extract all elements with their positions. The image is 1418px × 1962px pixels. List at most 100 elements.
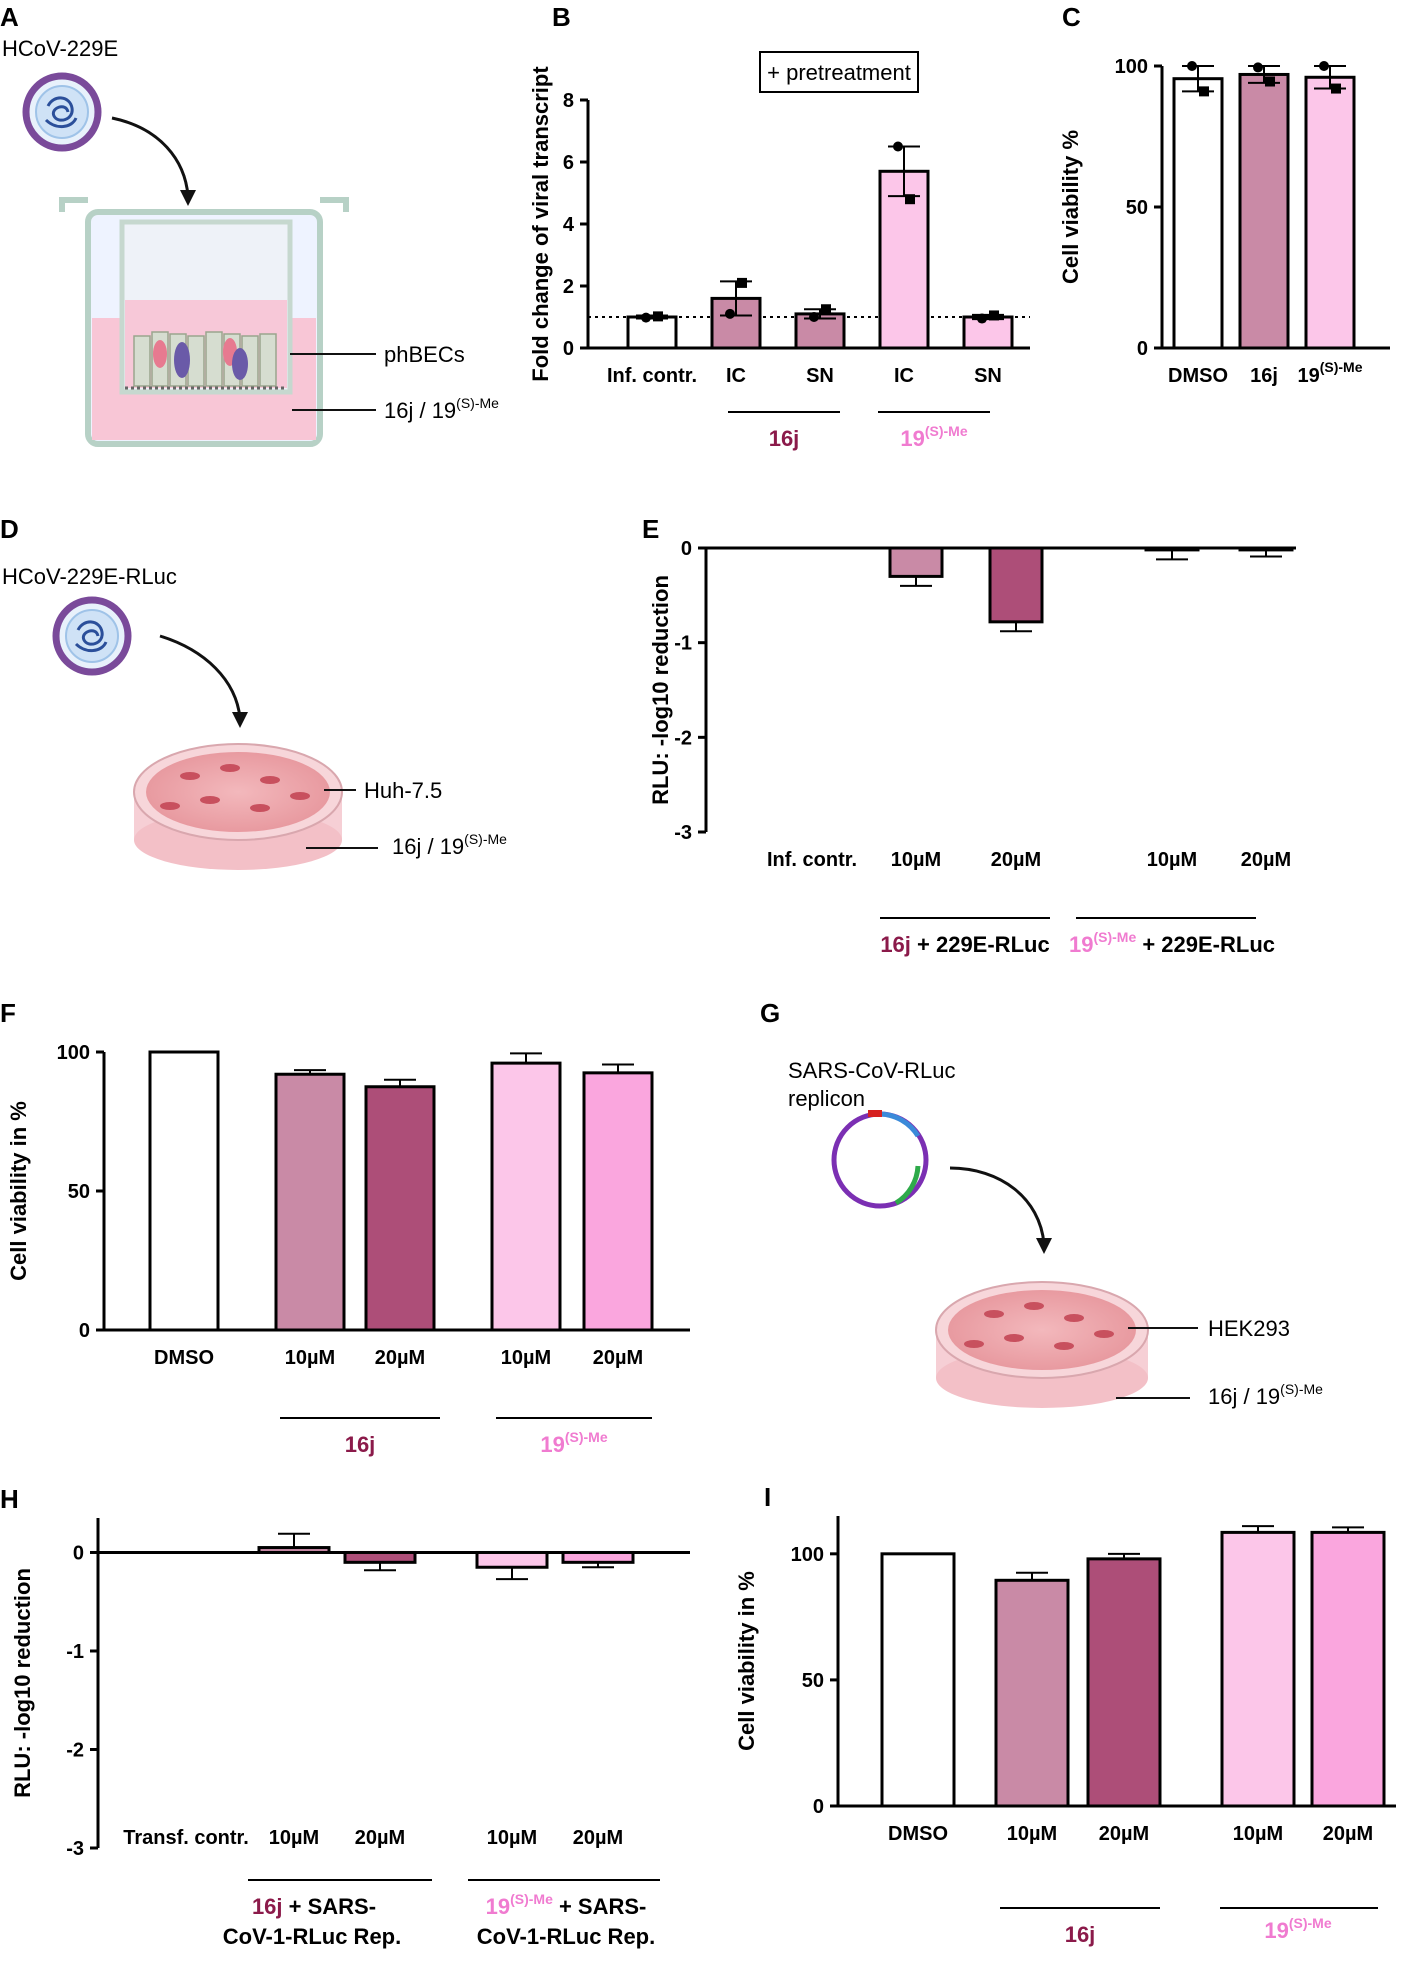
arrowhead-icon [180,190,196,206]
bar [1304,75,1356,350]
y-tick-label: 50 [1126,197,1148,219]
category-label: 10µM [1233,1823,1283,1845]
category-label: 20µM [1323,1823,1373,1845]
category-label: Inf. contr. [767,849,857,871]
y-tick-label: 0 [681,538,692,560]
virus-label-g-line2: replicon [788,1086,865,1111]
virus-label-a: HCoV-229E [2,36,118,61]
bar [994,1578,1070,1808]
bar [257,1546,331,1554]
data-point [1187,61,1197,71]
y-tick-label: 0 [563,338,574,360]
category-label: 10µM [891,849,941,871]
category-label: 10µM [285,1347,335,1369]
bar [1238,546,1294,552]
category-sup: (S)-Me [1320,359,1363,375]
data-point [725,308,735,319]
category-label: 20µM [991,849,1041,871]
panel-letter-f: F [0,998,16,1028]
arrowhead-icon [1036,1238,1052,1254]
y-tick-label: -2 [66,1739,84,1761]
group-label-19-h-line1: 19(S)-Me + SARS- [486,1891,647,1919]
bar [880,1552,956,1808]
virus-icon [26,76,98,148]
category-label: 20µM [1241,849,1291,871]
compound-label-d: 16j / 19(S)-Me [392,831,507,859]
cells-label-g: HEK293 [1208,1316,1290,1341]
data-point [1319,61,1329,71]
group-label-19-i: 19(S)-Me [1264,1915,1331,1943]
panel-d: D HCoV-229E-RLuc Huh-7.5 16j / 19(S)-Me [0,514,507,870]
dish-icon [133,743,343,870]
bar [1220,1530,1296,1808]
arrowhead-icon [232,712,248,728]
y-tick-label: 100 [57,1042,90,1064]
y-tick-label: 100 [1115,56,1148,78]
bar [148,1050,220,1332]
panel-b-extras: + pretreatment 16j 19(S)-Me [728,51,990,451]
category-label: 10µM [487,1827,537,1849]
y-tick-label: -3 [66,1838,84,1860]
chart-h: H 0 -1 -2 -3 RLU: -log10 reduction Transf. con… [0,1484,690,1860]
y-tick-label: -2 [674,727,692,749]
y-tick-label: 0 [813,1796,824,1818]
data-point [1199,86,1209,97]
panel-g: G SARS-CoV-RLuc replicon HEK293 16j / [760,998,1323,1409]
y-tick-label: 0 [1137,338,1148,360]
category-label: Transf. contr. [123,1827,249,1849]
panel-f-extras: 16j 19(S)-Me [280,1417,652,1457]
panel-letter-h: H [0,1484,19,1514]
panel-letter-a: A [0,2,19,32]
panel-h-extras: 16j + SARS- CoV-1-RLuc Rep. 19(S)-Me + S… [223,1879,660,1949]
virus-label-d: HCoV-229E-RLuc [2,564,177,589]
data-point [1253,62,1263,73]
pretreatment-annotation: + pretreatment [767,60,911,85]
category-label: SN [974,365,1002,387]
bar [274,1072,346,1332]
group-label-16j-b: 16j [769,426,800,451]
chart-c: C 0 50 100 Cell viability % DMSO 16j 19(S)-Me [1058,2,1390,387]
group-label-16j-h-line2: CoV-1-RLuc Rep. [223,1924,401,1949]
bar [1238,72,1290,350]
panel-a: A HCoV-229E phBECs 16 [0,2,499,447]
bar [1310,1530,1386,1808]
y-tick-label: -1 [66,1641,84,1663]
panel-letter-d: D [0,514,19,544]
virus-icon [56,600,128,672]
category-label: DMSO [154,1347,214,1369]
category-label: 10µM [1147,849,1197,871]
panel-letter-c: C [1062,2,1081,32]
bar [561,1550,635,1564]
y-tick-label: 50 [802,1670,824,1692]
y-axis-label: RLU: -log10 reduction [10,1568,35,1798]
compound-label-g: 16j / 19(S)-Me [1208,1381,1323,1409]
data-point [893,141,903,152]
group-label-16j-e: 16j + 229E-RLuc [880,932,1049,957]
y-axis-label: Cell viability in % [6,1101,31,1281]
category-label: 10µM [269,1827,319,1849]
bar [1144,546,1200,552]
chart-b: B 0 2 4 6 8 Fold change of viral transcript Inf… [528,2,1030,387]
y-tick-label: 2 [563,276,574,298]
bar [1086,1557,1162,1808]
group-label-19-e: 19(S)-Me + 229E-RLuc [1069,929,1275,957]
compound-label-a: 16j / 19(S)-Me [384,395,499,423]
y-axis-label: Cell viability in % [734,1571,759,1751]
chart-i: I 0 50 100 Cell viability in % DMSO 10µM 20µM 10… [734,1482,1396,1845]
chart-f: F 0 50 100 Cell viability in % DMSO 10µM 20µM 10… [0,998,690,1369]
panel-i-extras: 16j 19(S)-Me [1000,1907,1378,1947]
y-tick-label: -3 [674,822,692,844]
category-label: 16j [1250,365,1278,387]
y-tick-label: 8 [563,90,574,112]
bar [582,1071,654,1332]
bar [888,546,944,578]
y-axis-label: Fold change of viral transcript [528,66,553,382]
panel-e-extras: 16j + 229E-RLuc 19(S)-Me + 229E-RLuc [880,917,1275,957]
category-label: 20µM [1099,1823,1149,1845]
group-label-16j-h-line1: 16j + SARS- [252,1894,376,1919]
arrow-icon [111,116,190,197]
virus-label-g-line1: SARS-CoV-RLuc [788,1058,956,1083]
y-tick-label: 0 [79,1320,90,1342]
replicon-icon [831,1110,929,1209]
